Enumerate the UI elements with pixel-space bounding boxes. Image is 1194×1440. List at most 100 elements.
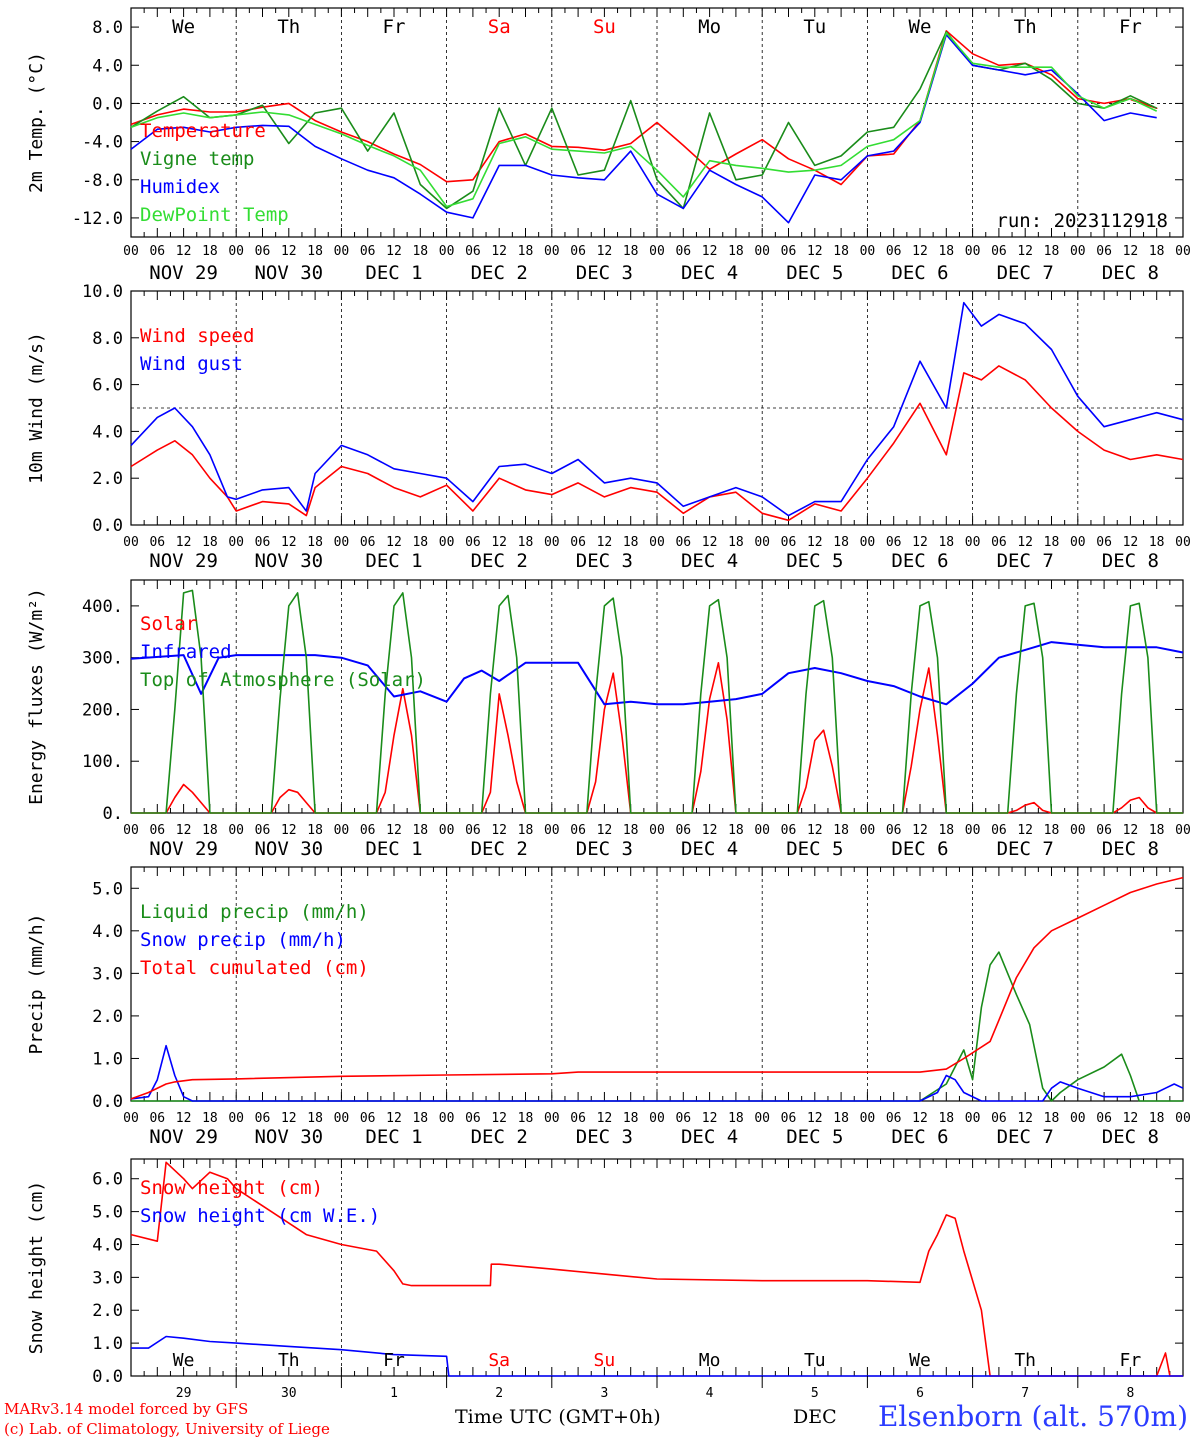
date-label: NOV 29	[149, 1126, 218, 1148]
y-tick-label: -12.0	[72, 209, 123, 229]
hour-tick-label: 18	[728, 823, 744, 838]
hour-tick-label: 00	[649, 244, 665, 259]
hour-tick-label: 00	[228, 244, 244, 259]
hour-tick-label: 12	[807, 535, 823, 550]
hour-tick-label: 18	[1149, 823, 1165, 838]
y-tick-label: 2.0	[92, 469, 123, 489]
hour-tick-label: 00	[228, 1111, 244, 1126]
weekday-label: Th	[1014, 16, 1037, 38]
hour-tick-label: 12	[176, 535, 192, 550]
legend-entry: Top of Atmosphere (Solar)	[140, 669, 426, 691]
hour-tick-label: 06	[255, 535, 271, 550]
date-label: NOV 30	[254, 838, 323, 860]
date-label: DEC 8	[1102, 262, 1159, 284]
series-line	[130, 33, 1157, 224]
hour-tick-label: 12	[597, 535, 613, 550]
hour-tick-label: 00	[1175, 1111, 1191, 1126]
hour-tick-label: 00	[123, 535, 139, 550]
day-number-label: 5	[811, 1386, 819, 1401]
hour-tick-label: 06	[1096, 823, 1112, 838]
hour-tick-label: 18	[1044, 1111, 1060, 1126]
y-tick-label: 10.0	[82, 282, 123, 302]
y-tick-label: 100.	[82, 752, 123, 772]
hour-tick-label: 12	[1017, 244, 1033, 259]
hour-tick-label: 18	[202, 535, 218, 550]
hour-tick-label: 06	[465, 535, 481, 550]
hour-tick-label: 06	[255, 1111, 271, 1126]
hour-tick-label: 00	[123, 823, 139, 838]
hour-tick-label: 06	[675, 535, 691, 550]
hour-tick-label: 18	[833, 823, 849, 838]
hour-tick-label: 06	[675, 244, 691, 259]
hour-tick-label: 12	[491, 244, 507, 259]
date-label: DEC 4	[681, 838, 738, 860]
hour-tick-label: 00	[965, 823, 981, 838]
hour-tick-label: 18	[623, 244, 639, 259]
hour-tick-label: 00	[1070, 823, 1086, 838]
hour-tick-label: 18	[307, 1111, 323, 1126]
hour-tick-label: 00	[965, 244, 981, 259]
y-axis-title: Energy fluxes (W/m²)	[26, 588, 47, 805]
y-axis-title: 10m Wind (m/s)	[26, 332, 47, 484]
hour-tick-label: 12	[491, 1111, 507, 1126]
hour-tick-label: 18	[623, 823, 639, 838]
hour-tick-label: 00	[544, 1111, 560, 1126]
legend-entry: Solar	[140, 613, 197, 635]
hour-tick-label: 00	[649, 1111, 665, 1126]
day-number-label: 2	[495, 1386, 503, 1401]
hour-tick-label: 00	[334, 535, 350, 550]
y-tick-label: 8.0	[92, 18, 123, 38]
weekday-label: Fr	[383, 1350, 405, 1371]
hour-tick-label: 06	[360, 535, 376, 550]
y-tick-label: 6.0	[92, 376, 123, 396]
hour-tick-label: 00	[228, 535, 244, 550]
date-label: DEC 7	[997, 262, 1054, 284]
hour-tick-label: 06	[465, 1111, 481, 1126]
legend-entry: Wind gust	[140, 353, 243, 375]
date-label: DEC 2	[471, 550, 528, 572]
hour-tick-label: 00	[1175, 244, 1191, 259]
weekday-label: Mo	[699, 1350, 721, 1371]
hour-tick-label: 18	[623, 1111, 639, 1126]
date-label: NOV 30	[254, 262, 323, 284]
hour-tick-label: 06	[991, 1111, 1007, 1126]
hour-tick-label: 12	[807, 1111, 823, 1126]
hour-tick-label: 06	[675, 823, 691, 838]
date-label: DEC 5	[786, 1126, 843, 1148]
date-label: DEC 4	[681, 550, 738, 572]
hour-tick-label: 18	[833, 244, 849, 259]
hour-tick-label: 00	[544, 535, 560, 550]
legend-entry: Snow height (cm)	[140, 1177, 323, 1199]
hour-tick-label: 06	[886, 1111, 902, 1126]
day-number-label: 29	[176, 1386, 192, 1401]
date-label: DEC 6	[891, 1126, 948, 1148]
hour-tick-label: 06	[781, 535, 797, 550]
hour-tick-label: 00	[123, 1111, 139, 1126]
series-line	[131, 589, 1183, 814]
y-tick-label: 0.0	[92, 516, 123, 536]
series-line	[131, 1335, 1183, 1377]
hour-tick-label: 12	[1017, 535, 1033, 550]
hour-tick-label: 00	[860, 535, 876, 550]
hour-tick-label: 18	[202, 244, 218, 259]
date-label: DEC 1	[365, 550, 422, 572]
legend-entry: Snow height (cm W.E.)	[140, 1205, 380, 1227]
hour-tick-label: 06	[255, 823, 271, 838]
date-label: NOV 29	[149, 262, 218, 284]
hour-tick-label: 18	[938, 823, 954, 838]
hour-tick-label: 06	[465, 823, 481, 838]
hour-tick-label: 12	[176, 244, 192, 259]
hour-tick-label: 12	[807, 244, 823, 259]
date-label: DEC 2	[471, 1126, 528, 1148]
hour-tick-label: 00	[754, 535, 770, 550]
hour-tick-label: 00	[649, 535, 665, 550]
hour-tick-label: 06	[360, 823, 376, 838]
hour-tick-label: 18	[728, 1111, 744, 1126]
weekday-label: Tu	[804, 1350, 826, 1371]
hour-tick-label: 06	[886, 244, 902, 259]
date-label: DEC 1	[365, 838, 422, 860]
hour-tick-label: 00	[544, 823, 560, 838]
y-tick-label: 5.0	[92, 879, 123, 899]
y-tick-label: -4.0	[82, 133, 123, 153]
date-label: NOV 30	[254, 550, 323, 572]
